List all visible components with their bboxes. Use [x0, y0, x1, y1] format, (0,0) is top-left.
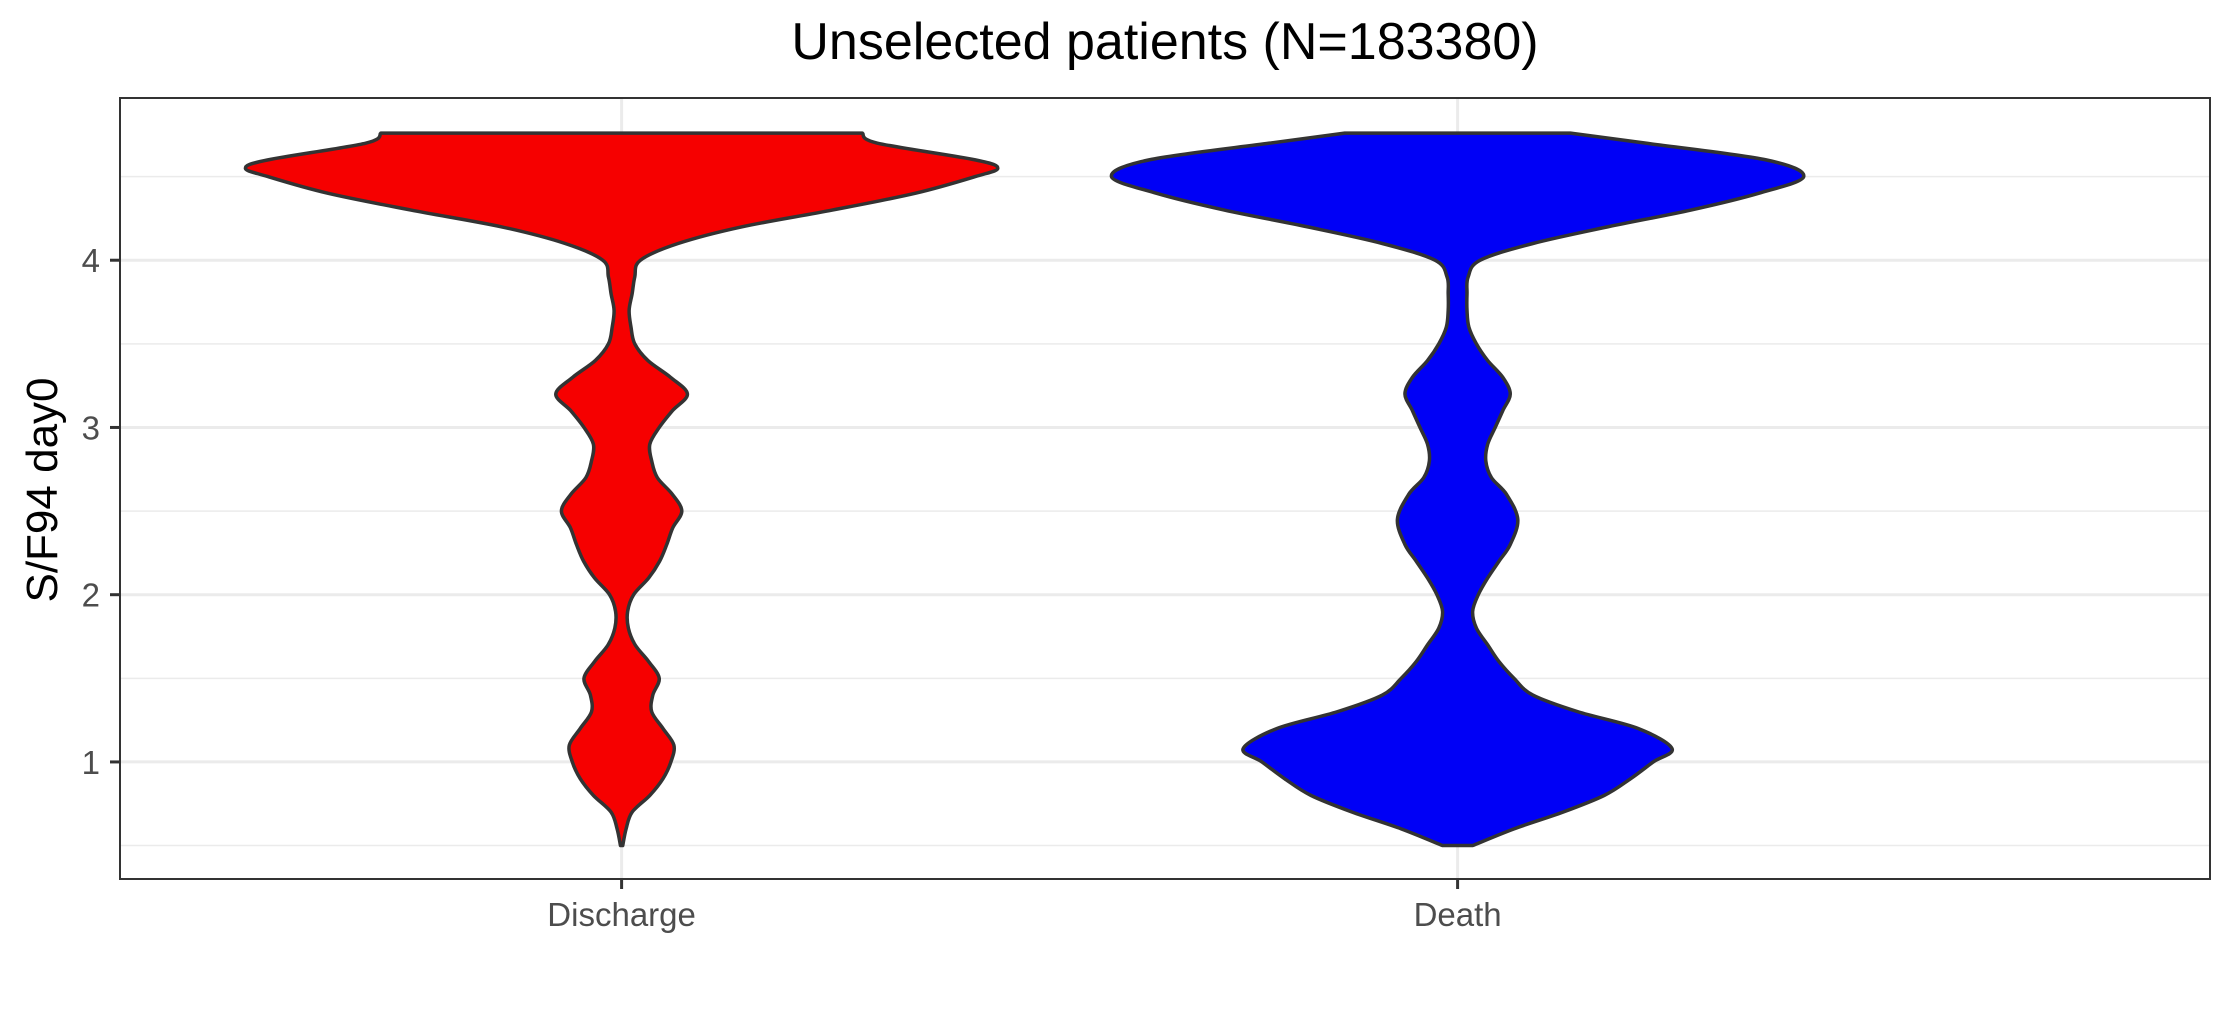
panel-border: [119, 97, 2211, 880]
violin-discharge: [243, 131, 1000, 848]
x-tick-label: Death: [1414, 896, 1502, 933]
plot-panel: [120, 98, 2210, 879]
y-tick-label: 2: [82, 577, 100, 614]
x-tick-label: Discharge: [547, 896, 696, 933]
y-tick-label: 3: [82, 409, 100, 446]
y-axis-label: S/F94 day0: [18, 377, 67, 602]
y-tick-label: 1: [82, 744, 100, 781]
chart-title: Unselected patients (N=183380): [791, 13, 1538, 71]
violin-death: [1109, 131, 1806, 848]
y-tick-label: 4: [82, 242, 100, 279]
